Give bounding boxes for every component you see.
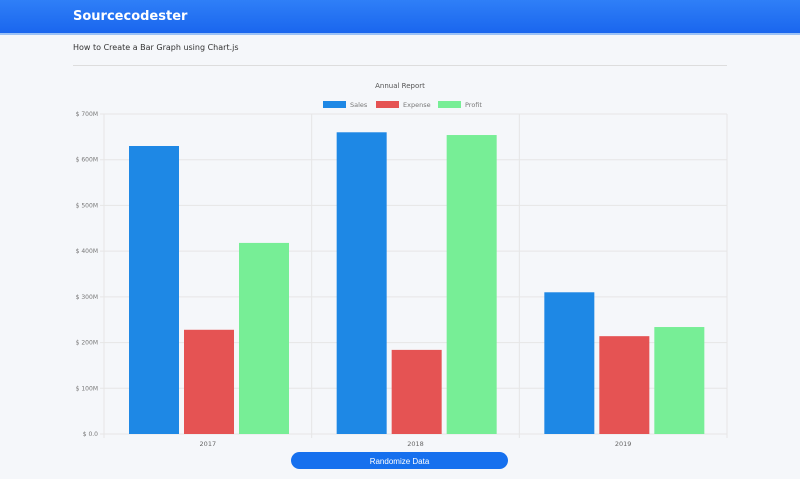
bar-expense-2018 <box>391 349 442 434</box>
y-tick-label: $ 300M <box>76 294 98 301</box>
y-tick-label: $ 600M <box>76 157 98 164</box>
page-subtitle: How to Create a Bar Graph using Chart.js <box>73 43 239 52</box>
bar-profit-2017 <box>239 242 289 434</box>
legend-label-profit: Profit <box>465 101 482 109</box>
y-tick-label: $ 400M <box>76 248 98 255</box>
bar-expense-2019 <box>599 336 650 434</box>
chart-title: Annual Report <box>375 82 425 90</box>
bar-sales-2018 <box>336 132 387 435</box>
bar-sales-2017 <box>129 146 179 434</box>
randomize-data-button[interactable]: Randomize Data <box>291 452 508 469</box>
y-tick-label: $ 500M <box>76 202 98 209</box>
y-tick-label: $ 0.0 <box>83 431 98 438</box>
bar-sales-2019 <box>544 292 595 434</box>
legend-swatch-expense <box>376 101 399 108</box>
brand[interactable]: Sourcecodester <box>73 9 188 24</box>
legend-label-sales: Sales <box>350 101 368 109</box>
navbar: Sourcecodester <box>0 0 800 35</box>
y-tick-label: $ 200M <box>76 340 98 347</box>
x-tick-label: 2018 <box>407 440 424 448</box>
bar-profit-2018 <box>446 135 497 434</box>
x-tick-label: 2017 <box>200 440 217 448</box>
y-tick-label: $ 700M <box>76 111 98 118</box>
legend-label-expense: Expense <box>403 101 431 109</box>
divider <box>73 65 727 66</box>
x-tick-label: 2019 <box>615 440 632 448</box>
y-tick-label: $ 100M <box>76 385 98 392</box>
legend-swatch-sales <box>323 101 346 108</box>
legend-swatch-profit <box>438 101 461 108</box>
bar-profit-2019 <box>654 327 705 434</box>
bar-expense-2017 <box>184 329 234 434</box>
